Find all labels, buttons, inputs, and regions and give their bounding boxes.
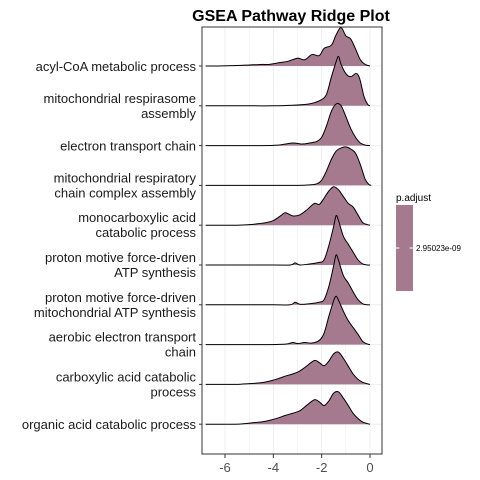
ridge-fill — [205, 215, 370, 266]
ridge — [205, 295, 371, 346]
legend-title: p.adjust — [396, 193, 431, 204]
y-tick-label: aerobic electron transport chain — [49, 330, 197, 360]
ridge — [205, 254, 371, 306]
ridge-fill — [205, 27, 370, 67]
panel-border — [201, 26, 383, 455]
ridge — [205, 146, 372, 186]
ridge-line — [205, 146, 372, 186]
y-tick-label-line: process — [150, 384, 196, 399]
ridge — [205, 103, 371, 147]
x-tick-label: -4 — [268, 460, 280, 475]
ridge-line — [205, 254, 371, 306]
y-tick-label-line: monocarboxylic acid — [78, 210, 196, 225]
y-tick-label: electron transport chain — [60, 139, 196, 154]
y-tick-label-line: chain complex assembly — [54, 185, 196, 200]
y-tick-label-line: carboxylic acid catabolic — [56, 369, 197, 384]
y-tick-label-line: chain — [165, 345, 196, 360]
ridge — [205, 55, 371, 107]
ridge — [205, 186, 371, 226]
y-tick-label: mitochondrial respirasome assembly — [44, 91, 197, 121]
y-tick-label-line: organic acid catabolic process — [22, 417, 197, 432]
legend-label: 2.95023e-09 — [416, 244, 461, 253]
ridge-line — [205, 391, 371, 425]
y-tick-label-line: catabolic process — [96, 225, 197, 240]
y-tick-label: monocarboxylic acid catabolic process — [78, 210, 196, 240]
y-tick-label-line: mitochondrial respirasome — [44, 91, 196, 106]
y-tick-label: organic acid catabolic process — [22, 417, 197, 432]
legend-colorbar — [396, 205, 413, 291]
y-tick-label: proton motive force-driven ATP synthesis — [45, 250, 197, 280]
ridge-fill — [205, 254, 370, 305]
ridge-line — [205, 103, 371, 147]
ridge-line — [205, 186, 371, 226]
ridges — [205, 27, 372, 425]
ridge-line — [205, 27, 371, 67]
ridge-line — [205, 295, 371, 346]
ridge — [205, 214, 371, 266]
ridge-line — [205, 351, 371, 385]
ridge-fill — [205, 103, 370, 146]
y-tick-label-line: assembly — [141, 106, 196, 121]
plot-panel — [201, 26, 383, 455]
y-tick-label-line: proton motive force-driven — [45, 290, 196, 305]
x-tick-label: 0 — [366, 460, 373, 475]
y-axis-labels: acyl-CoA metabolic process mitochondrial … — [22, 59, 202, 432]
legend: p.adjust 2.95023e-09 — [396, 193, 461, 291]
ridge-fill — [205, 296, 370, 345]
x-tick-label: -6 — [219, 460, 231, 475]
ridge — [205, 27, 371, 67]
y-tick-label-line: aerobic electron transport — [49, 330, 197, 345]
y-tick-label-line: mitochondrial respiratory — [54, 170, 197, 185]
ridge-fill — [205, 186, 370, 226]
x-tick-label: -2 — [316, 460, 328, 475]
y-tick-label-line: acyl-CoA metabolic process — [36, 59, 197, 74]
ridge-fill — [205, 56, 370, 106]
y-tick-label-line: mitochondrial ATP synthesis — [34, 305, 197, 320]
ridge-fill — [205, 391, 370, 425]
ridge — [205, 391, 371, 425]
y-tick-label: carboxylic acid catabolic process — [56, 369, 197, 399]
chart-title: GSEA Pathway Ridge Plot — [192, 8, 390, 25]
y-tick-label-line: proton motive force-driven — [45, 250, 196, 265]
ridge-fill — [205, 146, 372, 186]
y-tick-label: proton motive force-driven mitochondrial … — [34, 290, 197, 320]
ridge-line — [205, 55, 371, 107]
y-tick-label-line: electron transport chain — [60, 139, 196, 154]
x-axis: -6 -4 -2 0 — [219, 454, 374, 475]
y-tick-label: mitochondrial respiratory chain complex a… — [54, 170, 197, 200]
ridge-fill — [205, 351, 370, 385]
ridge-line — [205, 214, 371, 266]
y-tick-label-line: ATP synthesis — [114, 265, 196, 280]
y-tick-label: acyl-CoA metabolic process — [36, 59, 197, 74]
ridge — [205, 351, 371, 385]
